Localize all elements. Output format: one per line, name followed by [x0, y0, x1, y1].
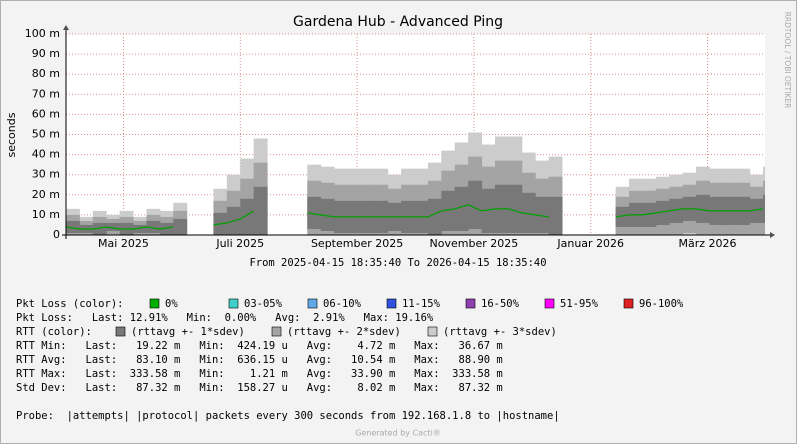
x-caption: From 2025-04-15 18:35:40 To 2026-04-15 1… — [249, 257, 546, 269]
y-tick-label: 80 m — [32, 67, 60, 80]
smoke-band — [548, 196, 563, 235]
side-label: RRDTOOL / TOBI OETIKER — [783, 12, 792, 109]
legend-swatch — [386, 298, 397, 309]
x-tick-label: September 2025 — [311, 237, 403, 250]
smoke-band — [133, 224, 147, 233]
stats-line: RTT Min: Last: 19.22 m Min: 424.19 u Avg… — [16, 340, 503, 352]
legend-label: (rttavg +- 2*sdev) — [287, 326, 401, 338]
legend-label: (rttavg +- 1*sdev) — [131, 326, 245, 338]
legend-label: 16-50% — [481, 298, 520, 310]
y-tick-label: 70 m — [32, 87, 60, 100]
y-axis-label: seconds — [5, 112, 18, 157]
smoke-band — [106, 222, 121, 231]
legend-label: 0% — [165, 298, 178, 310]
axes — [62, 25, 775, 239]
legend-swatch — [307, 298, 318, 309]
smoke-band — [615, 206, 630, 227]
smoke-band — [320, 198, 335, 231]
smoke-band — [92, 222, 107, 235]
smoke-band — [749, 198, 764, 223]
legend-swatch — [623, 298, 634, 309]
legend-label: 51-95% — [560, 298, 599, 310]
legend-label: 96-100% — [639, 298, 684, 310]
grid — [66, 33, 765, 236]
smoke-band — [240, 198, 255, 235]
y-tick-label: 60 m — [32, 107, 60, 120]
stats-line: RTT Max: Last: 333.58 m Min: 1.21 m Avg:… — [16, 368, 503, 380]
smoke-band — [696, 194, 710, 223]
loss-title: Pkt Loss (color): — [16, 298, 123, 310]
y-tick-label: 30 m — [32, 168, 60, 181]
legend-swatch — [544, 298, 555, 309]
smoke-band — [669, 198, 684, 223]
smoke-band — [159, 222, 174, 235]
stats-line: RTT Avg: Last: 83.10 m Min: 636.15 u Avg… — [16, 354, 503, 366]
smoke-band — [226, 206, 241, 235]
chart-title: Gardena Hub - Advanced Ping — [293, 14, 503, 30]
x-tick-label: März 2026 — [679, 237, 737, 250]
y-tick-label: 50 m — [32, 128, 60, 141]
y-tick-label: 100 m — [25, 27, 60, 40]
legend-swatch — [115, 326, 126, 337]
x-tick-label: Mai 2025 — [98, 237, 149, 250]
smoke-band — [441, 190, 456, 231]
x-arrow — [770, 232, 775, 238]
smoke-band — [173, 218, 188, 235]
y-tick-label: 90 m — [32, 47, 60, 60]
median-line — [66, 204, 764, 230]
y-tick-label: 10 m — [32, 208, 60, 221]
stats-line: Std Dev: Last: 87.32 m Min: 158.27 u Avg… — [16, 382, 503, 394]
smoke-band — [655, 200, 670, 225]
legend-swatch — [228, 298, 239, 309]
smoke-band — [253, 186, 268, 235]
x-tick-label: November 2025 — [430, 237, 519, 250]
smoke-band — [146, 220, 161, 233]
y-arrow — [63, 25, 69, 30]
y-tick-label: 40 m — [32, 148, 60, 161]
smoke-band — [481, 188, 496, 233]
smoke-band — [763, 194, 765, 223]
smoke-band — [468, 180, 483, 229]
x-tick-label: Januar 2026 — [556, 237, 624, 250]
x-tick-label: Juli 2025 — [215, 237, 264, 250]
stats-line: Pkt Loss: Last: 12.91% Min: 0.00% Avg: 2… — [16, 312, 434, 324]
footer: Generated by Cacti® — [355, 429, 441, 438]
legend-label: (rttavg +- 3*sdev) — [443, 326, 557, 338]
legend-swatch — [465, 298, 476, 309]
smoke-band — [508, 184, 523, 233]
y-tick-label: 0 — [53, 228, 60, 241]
smoke-band — [427, 198, 442, 235]
legend-swatch — [149, 298, 160, 309]
legend-label: 06-10% — [323, 298, 362, 310]
smoke-band — [307, 196, 322, 229]
legend-label: 11-15% — [402, 298, 441, 310]
legend: Pkt Loss (color): 0% 03-05% 06-10% 11-15% 16-… — [16, 298, 684, 422]
legend-swatch — [427, 326, 438, 337]
legend-swatch — [271, 326, 282, 337]
smoke-band — [66, 220, 80, 233]
smoke-band — [535, 196, 550, 233]
smoke-band — [642, 202, 657, 227]
smoke-band — [521, 192, 536, 233]
plot — [66, 132, 765, 235]
probe-line: Probe: |attempts| |protocol| packets eve… — [16, 410, 560, 422]
legend-label: 03-05% — [244, 298, 283, 310]
rtt-title: RTT (color): — [16, 326, 92, 338]
smoke-band — [454, 186, 469, 231]
y-tick-label: 20 m — [32, 188, 60, 201]
